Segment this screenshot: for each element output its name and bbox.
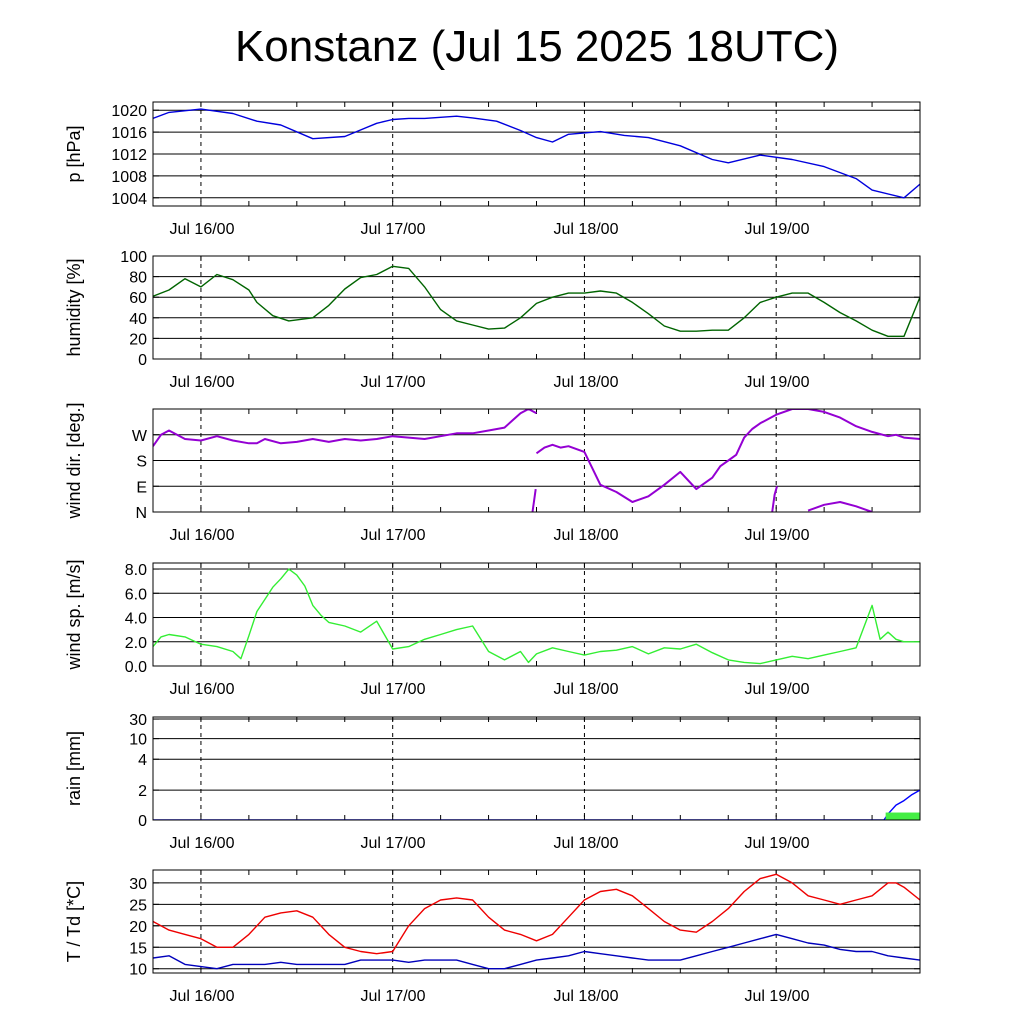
y-tick-label: 60 xyxy=(129,290,147,307)
y-tick-label: 1020 xyxy=(111,103,147,120)
x-tick-label: Jul 16/00 xyxy=(170,835,235,852)
x-tick-label: Jul 17/00 xyxy=(361,527,426,544)
x-tick-label: Jul 18/00 xyxy=(554,835,619,852)
y-tick-label: 2 xyxy=(138,783,147,800)
y-tick-label: 30 xyxy=(129,876,147,893)
x-tick-label: Jul 17/00 xyxy=(361,681,426,698)
y-tick-label: 80 xyxy=(129,270,147,287)
panel-frame xyxy=(152,562,921,667)
x-tick-label: Jul 16/00 xyxy=(170,527,235,544)
series-line-humidity xyxy=(153,265,920,337)
x-tick-label: Jul 18/00 xyxy=(554,527,619,544)
data-layer xyxy=(153,568,920,665)
series-line-wind_dir xyxy=(771,486,778,512)
y-tick-label: 100 xyxy=(120,249,147,266)
series-line-wind_dir xyxy=(792,409,920,440)
y-tick-label: 20 xyxy=(129,919,147,936)
x-tick-label: Jul 17/00 xyxy=(361,221,426,238)
y-tick-label: 10 xyxy=(129,732,147,749)
x-tick-label: Jul 18/00 xyxy=(554,221,619,238)
panel-frame xyxy=(152,716,921,821)
x-tick-label: Jul 19/00 xyxy=(745,374,810,391)
y-tick-label: 0.0 xyxy=(125,659,147,676)
x-tick-label: Jul 19/00 xyxy=(745,221,810,238)
data-layer xyxy=(153,789,920,820)
y-axis-label: p [hPa] xyxy=(64,125,84,182)
y-tick-label: 1016 xyxy=(111,125,147,142)
x-tick-label: Jul 16/00 xyxy=(170,988,235,1005)
y-tick-label: W xyxy=(132,428,148,445)
panel-temperature: 10 15 20 25 30 Jul 16/00 Jul 17/00 Jul 18/00 Jul… xyxy=(64,869,921,1005)
panel-frame xyxy=(152,869,921,974)
x-tick-label: Jul 18/00 xyxy=(554,988,619,1005)
y-tick-label: 15 xyxy=(129,940,147,957)
y-tick-label: E xyxy=(136,479,147,496)
series-line-temperature xyxy=(153,873,920,955)
x-tick-label: Jul 16/00 xyxy=(170,221,235,238)
series-line-wind_dir xyxy=(535,409,793,503)
panel-frame xyxy=(152,101,921,207)
y-tick-label: 1008 xyxy=(111,169,147,186)
data-layer xyxy=(153,108,920,199)
x-tick-label: Jul 16/00 xyxy=(170,681,235,698)
y-tick-label: 4.0 xyxy=(125,611,147,628)
panel-pressure: 1004 1008 1012 1016 1020 Jul 16/00 Jul 17/00 Ju… xyxy=(64,101,921,238)
y-tick-label: 8.0 xyxy=(125,562,147,579)
y-tick-label: 4 xyxy=(138,752,147,769)
y-axis-label: wind dir. [deg.] xyxy=(64,402,84,519)
y-tick-label: 20 xyxy=(129,331,147,348)
series-line-wind_dir xyxy=(153,409,537,447)
y-tick-label: S xyxy=(136,454,147,471)
y-tick-label: N xyxy=(135,505,147,522)
x-tick-label: Jul 16/00 xyxy=(170,374,235,391)
x-tick-label: Jul 19/00 xyxy=(745,527,810,544)
y-tick-label: 40 xyxy=(129,311,147,328)
x-tick-label: Jul 19/00 xyxy=(745,835,810,852)
series-line-wind_dir xyxy=(531,488,537,512)
series-line-pressure xyxy=(153,108,920,199)
x-tick-label: Jul 18/00 xyxy=(554,681,619,698)
y-tick-label: 30 xyxy=(129,712,147,729)
y-axis-label: humidity [%] xyxy=(64,258,84,356)
panel-wind-speed: 0.0 2.0 4.0 6.0 8.0 Jul 16/00 Jul 17/00 Jul 18/… xyxy=(64,559,921,698)
y-axis-label: rain [mm] xyxy=(64,731,84,806)
panel-rain: 0 2 4 10 30 Jul 16/00 Jul 17/00 Jul 18/00 Jul 19… xyxy=(64,712,921,852)
y-tick-label: 1004 xyxy=(111,191,147,208)
x-tick-label: Jul 19/00 xyxy=(745,681,810,698)
data-layer xyxy=(153,873,920,970)
panel-humidity: 0 20 40 60 80 100 Jul 16/00 Jul 17/00 Jul 18/00 J… xyxy=(64,249,921,391)
y-tick-label: 6.0 xyxy=(125,586,147,603)
y-tick-label: 10 xyxy=(129,962,147,979)
series-line-wind_speed xyxy=(153,568,920,665)
series-line-wind_dir xyxy=(807,501,873,512)
series-line-dewpoint xyxy=(153,933,920,970)
x-tick-label: Jul 19/00 xyxy=(745,988,810,1005)
y-tick-label: 25 xyxy=(129,897,147,914)
y-tick-label: 0 xyxy=(138,352,147,369)
y-tick-label: 1012 xyxy=(111,147,147,164)
y-tick-label: 2.0 xyxy=(125,635,147,652)
panel-frame xyxy=(152,255,921,360)
y-tick-label: 0 xyxy=(138,813,147,830)
x-tick-label: Jul 17/00 xyxy=(361,835,426,852)
x-tick-label: Jul 18/00 xyxy=(554,374,619,391)
data-layer xyxy=(153,265,920,337)
panel-frame xyxy=(152,408,921,513)
x-tick-label: Jul 17/00 xyxy=(361,374,426,391)
y-axis-label: wind sp. [m/s] xyxy=(64,559,84,670)
page-title: Konstanz (Jul 15 2025 18UTC) xyxy=(234,22,840,71)
y-axis-label: T / Td [*C] xyxy=(64,881,84,962)
rain-bar xyxy=(885,812,920,820)
x-tick-label: Jul 17/00 xyxy=(361,988,426,1005)
data-layer xyxy=(153,409,920,512)
series-line-rain_line xyxy=(153,789,920,820)
